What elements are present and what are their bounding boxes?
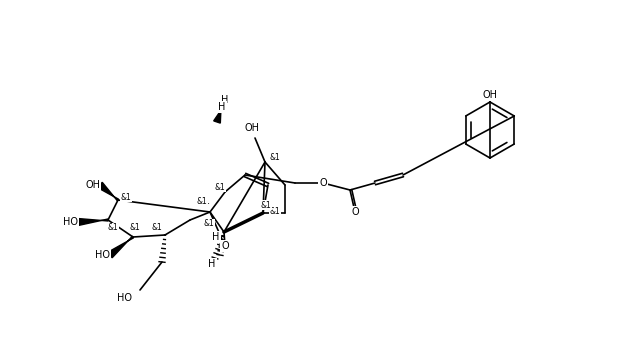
- Text: O: O: [351, 207, 359, 217]
- Text: &1: &1: [130, 224, 140, 232]
- Text: &1: &1: [121, 193, 131, 202]
- Text: H: H: [218, 102, 226, 112]
- Polygon shape: [78, 218, 108, 225]
- Text: &1: &1: [270, 206, 280, 216]
- Text: &1: &1: [215, 182, 226, 191]
- Text: H: H: [208, 259, 216, 269]
- Text: HO: HO: [117, 293, 132, 303]
- Text: O: O: [221, 241, 229, 251]
- Text: HO: HO: [63, 217, 78, 227]
- Text: H: H: [221, 95, 229, 105]
- Text: O: O: [319, 178, 327, 188]
- Text: OH: OH: [85, 180, 100, 190]
- Polygon shape: [98, 182, 118, 201]
- Text: &1: &1: [199, 197, 211, 206]
- Text: OH: OH: [482, 90, 498, 100]
- Text: &1: &1: [108, 224, 118, 232]
- Text: &1: &1: [260, 201, 272, 210]
- Text: OH: OH: [244, 123, 260, 133]
- Text: HO: HO: [95, 250, 110, 260]
- Text: H: H: [212, 232, 220, 242]
- Text: &1: &1: [270, 153, 280, 161]
- Polygon shape: [108, 236, 133, 258]
- Polygon shape: [214, 107, 223, 123]
- Text: &1: &1: [197, 197, 207, 206]
- Text: &1: &1: [204, 219, 214, 229]
- Text: &1: &1: [151, 223, 163, 231]
